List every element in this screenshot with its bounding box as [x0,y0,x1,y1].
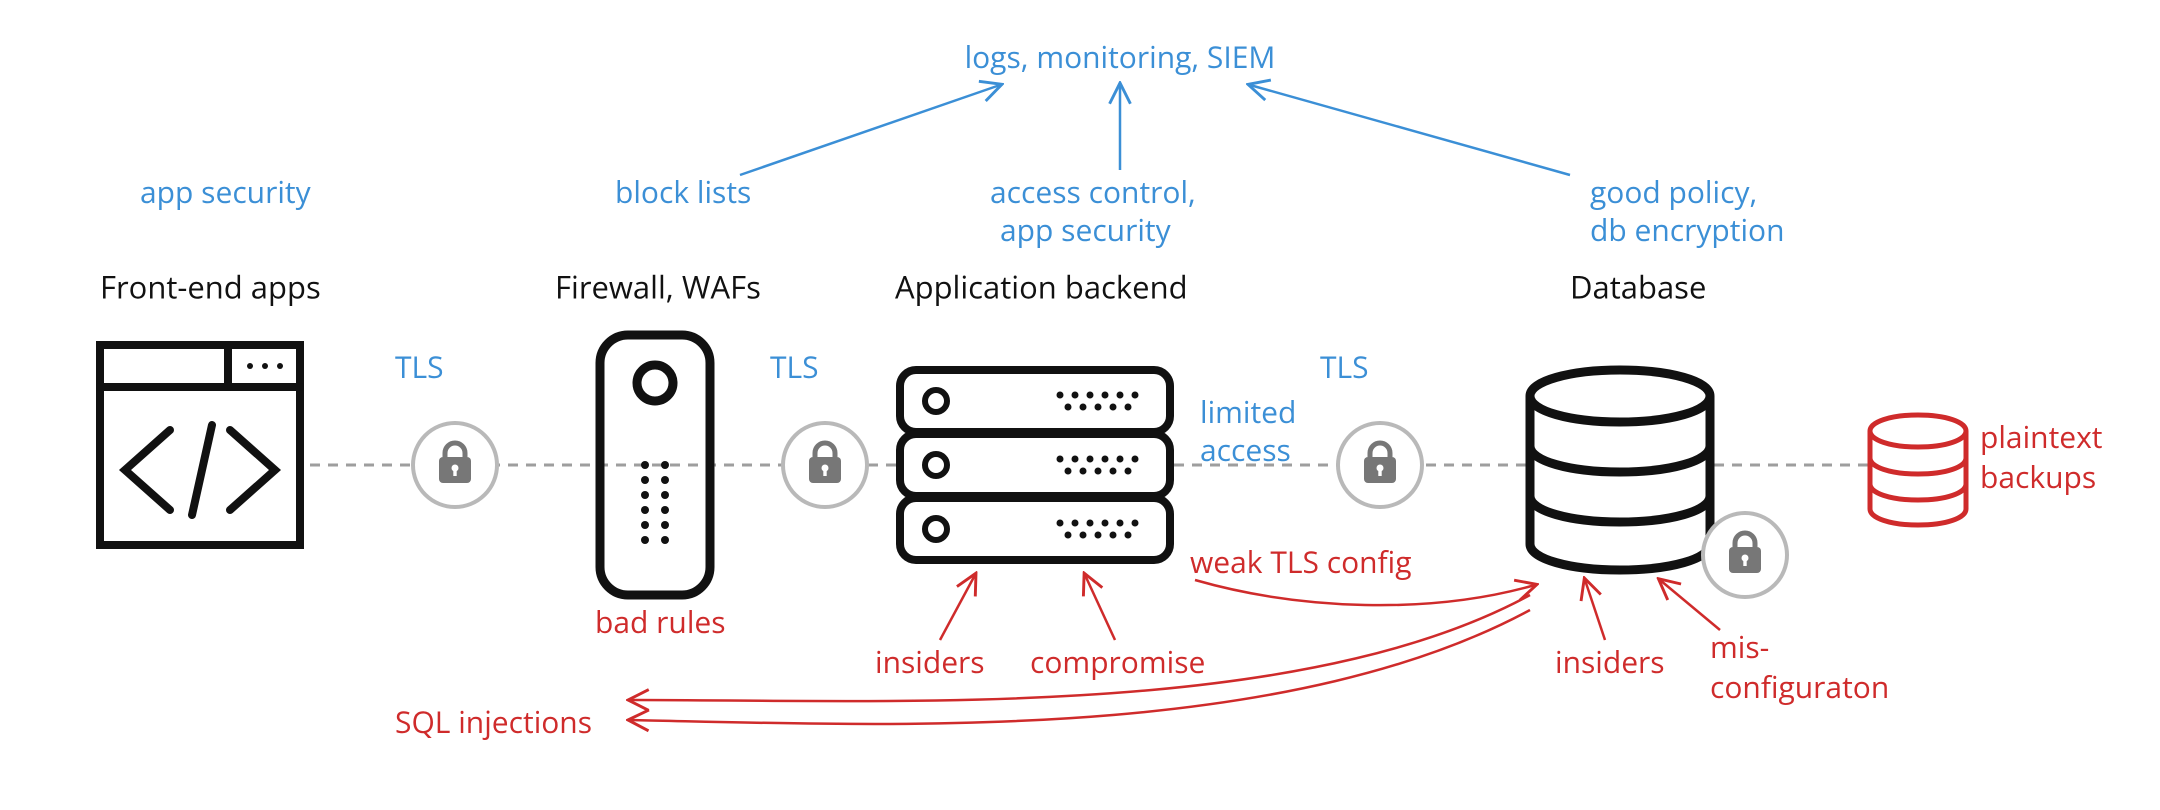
tls-label-3: TLS [1320,346,1369,387]
threat-plaintext-2: backups [1980,456,2096,497]
frontend-heading: Front-end apps [100,266,321,308]
threat-sql-injections: SQL injections [395,701,592,742]
database-heading: Database [1570,266,1706,308]
backend-positive-1: access control, [990,171,1196,212]
database-icon [1530,370,1710,570]
database-positive-1: good policy, [1590,171,1757,212]
threat-plaintext-1: plaintext [1980,416,2103,457]
backend-positive-2: app security [1000,209,1172,250]
frontend-positive: app security [140,171,312,212]
threat-insiders-backend: insiders [875,641,985,682]
database-positive-2: db encryption [1590,209,1784,250]
siem-label: logs, monitoring, SIEM [965,36,1276,77]
firewall-positive: block lists [615,171,751,212]
threat-weak-tls: weak TLS config [1190,541,1412,582]
limited-access-1: limited [1200,391,1296,432]
backend-heading: Application backend [895,266,1188,308]
threat-insiders-db: insiders [1555,641,1665,682]
tls-label-1: TLS [395,346,444,387]
firewall-heading: Firewall, WAFs [555,266,761,308]
threat-misconfig-1: mis- [1710,626,1769,667]
threat-compromise: compromise [1030,641,1205,682]
siem-arrows [740,85,1570,175]
plaintext-backup-db-icon [1870,415,1966,525]
limited-access-2: access [1200,429,1291,470]
architecture-diagram: logs, monitoring, SIEM Front-end apps Fi… [0,0,2160,810]
tls-label-2: TLS [770,346,819,387]
frontend-icon [100,345,300,545]
threat-bad-rules: bad rules [595,601,726,642]
backend-icon [900,370,1170,560]
threat-misconfig-2: configuraton [1710,666,1889,707]
